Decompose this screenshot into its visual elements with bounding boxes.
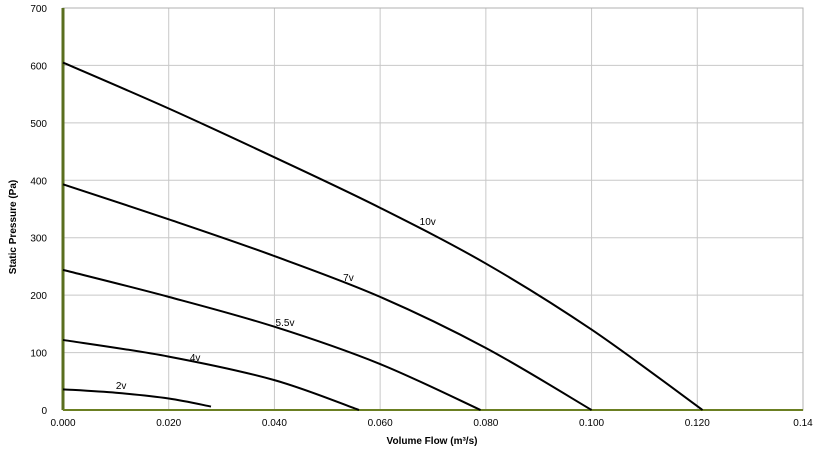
- plot-area: [62, 7, 804, 411]
- y-tick-label: 400: [30, 176, 47, 187]
- series-label-4v: 4v: [190, 353, 201, 364]
- series-curve-10v: [62, 61, 704, 411]
- y-tick-label: 600: [30, 61, 47, 72]
- tick-labels: 0.000 0.020 0.040 0.060 0.080 0.100 0.120 0.14 0…: [30, 4, 813, 429]
- series-label-7v: 7v: [343, 273, 354, 284]
- y-tick-label: 300: [30, 234, 47, 245]
- x-tick-label: 0.14: [793, 418, 813, 429]
- y-tick-label: 500: [30, 119, 47, 130]
- x-tick-label: 0.100: [579, 418, 604, 429]
- series-label-2v: 2v: [116, 381, 127, 392]
- x-tick-label: 0.120: [685, 418, 710, 429]
- axes: [61, 8, 803, 411]
- x-tick-label: 0.000: [50, 418, 75, 429]
- y-axis-title: Static Pressure (Pa): [8, 180, 19, 275]
- x-tick-label: 0.060: [368, 418, 393, 429]
- series-labels: 10v 7v 5.5v 4v 2v: [116, 217, 436, 392]
- y-tick-label: 700: [30, 4, 47, 15]
- y-tick-label: 0: [41, 406, 47, 417]
- x-tick-label: 0.080: [473, 418, 498, 429]
- series-curve-7v: [62, 183, 593, 411]
- series-curve-2v: [62, 388, 212, 408]
- x-tick-label: 0.020: [156, 418, 181, 429]
- x-tick-label: 0.040: [262, 418, 287, 429]
- series-curves: [62, 61, 704, 411]
- y-tick-label: 100: [30, 349, 47, 360]
- series-label-5.5v: 5.5v: [276, 318, 295, 329]
- y-tick-label: 200: [30, 291, 47, 302]
- x-axis-title: Volume Flow (m³/s): [387, 436, 478, 447]
- series-curve-4v: [62, 338, 360, 411]
- grid: [63, 7, 804, 410]
- series-curve-5.5v: [62, 268, 481, 411]
- series-label-10v: 10v: [420, 217, 436, 228]
